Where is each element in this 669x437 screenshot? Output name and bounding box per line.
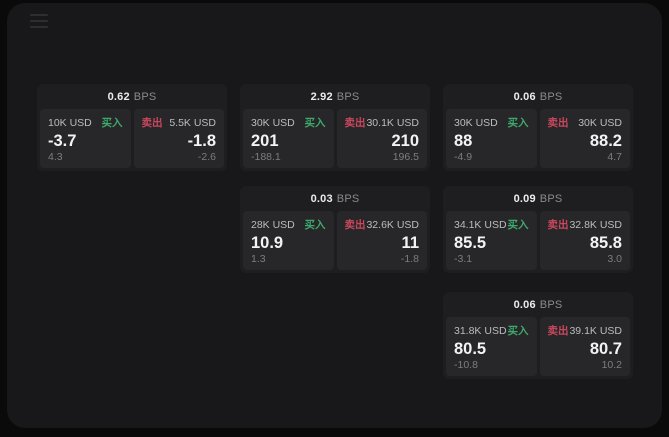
sell-amount: 5.5K USD (169, 117, 216, 129)
buy-delta: -3.1 (454, 253, 473, 265)
sell-panel[interactable]: 卖出 39.1K USD 80.7 10.2 (539, 317, 630, 376)
buy-side-label: 买入 (507, 325, 529, 337)
sell-side-label: 卖出 (547, 219, 569, 231)
sell-amount: 32.6K USD (366, 219, 419, 231)
sell-price: -1.8 (187, 132, 216, 150)
sell-amount: 30K USD (578, 117, 622, 129)
sell-delta: -2.6 (197, 151, 216, 163)
buy-price: 10.9 (251, 234, 284, 252)
buy-side-label: 买入 (304, 117, 326, 129)
buy-amount: 10K USD (48, 117, 92, 129)
app-window: 0.62 BPS 10K USD 买入 -3.7 4.3 卖出 5.5K USD… (7, 3, 662, 428)
buy-delta: 1.3 (251, 253, 266, 265)
buy-price: 80.5 (454, 340, 487, 358)
sell-side-label: 卖出 (547, 117, 569, 129)
bps-header: 0.06 BPS (443, 292, 633, 317)
bps-header: 0.03 BPS (240, 186, 430, 211)
quote-card: 0.62 BPS 10K USD 买入 -3.7 4.3 卖出 5.5K USD… (37, 84, 227, 171)
sell-amount: 32.8K USD (569, 219, 622, 231)
sell-side-label: 卖出 (344, 219, 366, 231)
buy-delta: -10.8 (454, 359, 478, 371)
buy-price: 85.5 (454, 234, 487, 252)
bps-unit-label: BPS (133, 90, 157, 103)
quote-card: 0.03 BPS 28K USD 买入 10.9 1.3 卖出 32.6K US… (240, 186, 430, 273)
sell-price: 85.8 (589, 234, 622, 252)
bps-unit-label: BPS (336, 90, 360, 103)
bps-unit-label: BPS (539, 192, 563, 205)
quote-card: 0.06 BPS 31.8K USD 买入 80.5 -10.8 卖出 39.1… (443, 292, 633, 379)
sell-panel[interactable]: 卖出 5.5K USD -1.8 -2.6 (133, 109, 224, 168)
sell-side-label: 卖出 (344, 117, 366, 129)
sell-side-label: 卖出 (547, 325, 569, 337)
quote-card: 0.09 BPS 34.1K USD 买入 85.5 -3.1 卖出 32.8K… (443, 186, 633, 273)
bps-value: 0.06 (513, 298, 536, 311)
sell-price: 88.2 (589, 132, 622, 150)
buy-amount: 34.1K USD (454, 219, 507, 231)
sell-panel[interactable]: 卖出 30.1K USD 210 196.5 (336, 109, 427, 168)
buy-price: -3.7 (48, 132, 77, 150)
sell-side-label: 卖出 (141, 117, 163, 129)
quote-card: 0.06 BPS 30K USD 买入 88 -4.9 卖出 30K USD 8… (443, 84, 633, 171)
sell-panel[interactable]: 卖出 32.6K USD 11 -1.8 (336, 211, 427, 270)
bps-unit-label: BPS (539, 298, 563, 311)
buy-amount: 30K USD (454, 117, 498, 129)
sell-delta: -1.8 (400, 253, 419, 265)
buy-panel[interactable]: 31.8K USD 买入 80.5 -10.8 (446, 317, 537, 376)
buy-side-label: 买入 (507, 219, 529, 231)
buy-side-label: 买入 (101, 117, 123, 129)
bps-value: 0.62 (107, 90, 130, 103)
sell-amount: 39.1K USD (569, 325, 622, 337)
buy-panel[interactable]: 30K USD 买入 88 -4.9 (446, 109, 537, 168)
sell-delta: 10.2 (601, 359, 622, 371)
buy-panel[interactable]: 30K USD 买入 201 -188.1 (243, 109, 334, 168)
bps-unit-label: BPS (336, 192, 360, 205)
hamburger-menu-icon[interactable] (27, 11, 51, 31)
buy-side-label: 买入 (507, 117, 529, 129)
buy-panel[interactable]: 10K USD 买入 -3.7 4.3 (40, 109, 131, 168)
bps-header: 0.06 BPS (443, 84, 633, 109)
bps-value: 0.09 (513, 192, 536, 205)
buy-delta: 4.3 (48, 151, 63, 163)
buy-amount: 31.8K USD (454, 325, 507, 337)
buy-panel[interactable]: 34.1K USD 买入 85.5 -3.1 (446, 211, 537, 270)
buy-delta: -188.1 (251, 151, 281, 163)
bps-value: 2.92 (310, 90, 333, 103)
sell-delta: 4.7 (607, 151, 622, 163)
buy-price: 88 (454, 132, 473, 150)
quote-card: 2.92 BPS 30K USD 买入 201 -188.1 卖出 30.1K … (240, 84, 430, 171)
bps-unit-label: BPS (539, 90, 563, 103)
buy-panel[interactable]: 28K USD 买入 10.9 1.3 (243, 211, 334, 270)
buy-side-label: 买入 (304, 219, 326, 231)
buy-price: 201 (251, 132, 279, 150)
buy-amount: 28K USD (251, 219, 295, 231)
bps-header: 2.92 BPS (240, 84, 430, 109)
sell-price: 11 (401, 234, 419, 252)
bps-value: 0.03 (310, 192, 333, 205)
sell-panel[interactable]: 卖出 32.8K USD 85.8 3.0 (539, 211, 630, 270)
sell-price: 210 (391, 132, 419, 150)
buy-delta: -4.9 (454, 151, 473, 163)
sell-delta: 3.0 (607, 253, 622, 265)
sell-price: 80.7 (589, 340, 622, 358)
sell-amount: 30.1K USD (366, 117, 419, 129)
bps-header: 0.62 BPS (37, 84, 227, 109)
buy-amount: 30K USD (251, 117, 295, 129)
sell-panel[interactable]: 卖出 30K USD 88.2 4.7 (539, 109, 630, 168)
sell-delta: 196.5 (392, 151, 419, 163)
bps-value: 0.06 (513, 90, 536, 103)
bps-header: 0.09 BPS (443, 186, 633, 211)
